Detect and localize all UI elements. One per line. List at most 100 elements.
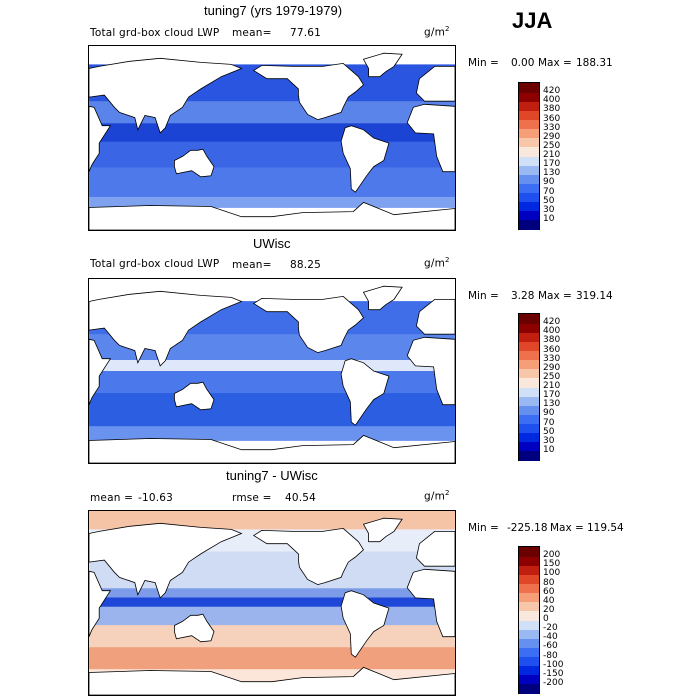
colorbar-tick-label: 400 <box>543 95 561 106</box>
landmass-europe-west <box>415 530 455 567</box>
colorbar-swatch <box>519 601 539 612</box>
colorbar-tick-label: -200 <box>543 677 564 688</box>
panel1-max-label: Max = <box>538 57 572 69</box>
panel1-mean-value: 77.61 <box>290 27 322 39</box>
panel3-units: g/m2 <box>424 489 450 503</box>
panel1-min-label: Min = <box>468 57 499 69</box>
colorbar-tick-label: 50 <box>543 195 555 206</box>
colorbar-tick-label: 30 <box>543 435 555 446</box>
ocean-field-band <box>89 141 455 168</box>
colorbar-tick-label: 10 <box>543 444 555 455</box>
colorbar-tick-label: 170 <box>543 390 561 401</box>
colorbar-tick-label: 380 <box>543 104 561 115</box>
colorbar-swatch <box>519 592 539 603</box>
colorbar-swatch <box>519 174 539 184</box>
colorbar-swatch <box>519 146 539 157</box>
colorbar-tick-label: 170 <box>543 159 561 170</box>
colorbar-tick-label: 50 <box>543 426 555 437</box>
colorbar-tick-label: 200 <box>543 550 561 561</box>
panel2-title: UWisc <box>253 236 291 251</box>
panel2-max-value: 319.14 <box>576 290 613 302</box>
ocean-field-band <box>89 588 455 598</box>
colorbar-swatch <box>519 341 539 351</box>
colorbar-tick-label: 330 <box>543 353 561 364</box>
colorbar-swatch <box>519 665 539 676</box>
landmass-europe-west <box>415 298 455 335</box>
colorbar-swatch <box>519 620 539 630</box>
landmass-south-america <box>340 358 390 426</box>
colorbar-swatch <box>519 210 539 221</box>
colorbar-swatch <box>519 405 539 415</box>
colorbar-swatch <box>519 128 539 139</box>
colorbar-swatch <box>519 656 539 667</box>
colorbar-swatch <box>519 638 539 648</box>
colorbar-swatch <box>519 137 539 148</box>
panel2-min-label: Min = <box>468 290 499 302</box>
landmass-africa-west <box>406 336 455 406</box>
landmass-north-america <box>252 295 365 354</box>
colorbar-swatch <box>519 101 539 111</box>
panel1-max-value: 188.31 <box>576 57 613 69</box>
colorbar-tick-label: 70 <box>543 417 555 428</box>
colorbar-swatch <box>519 156 539 166</box>
landmass-greenland <box>362 517 403 543</box>
colorbar-tick-label: 40 <box>543 595 555 606</box>
landmass-eurasia <box>89 290 243 367</box>
colorbar-tick-label: 380 <box>543 335 561 346</box>
colorbar-tick-label: 250 <box>543 371 561 382</box>
panel3-max-value: 119.54 <box>587 522 624 534</box>
colorbar-swatch <box>519 183 539 193</box>
ocean-field-band <box>89 606 455 626</box>
landmass-eurasia <box>89 522 243 599</box>
panel1-title: tuning7 (yrs 1979-1979) <box>204 3 343 18</box>
colorbar-tick-label: 420 <box>543 317 561 328</box>
colorbar-tick-label: 80 <box>543 577 555 588</box>
panel1-colorbar <box>518 82 540 230</box>
colorbar-tick-label: 10 <box>543 213 555 224</box>
colorbar-swatch <box>519 647 539 657</box>
landmass-australia <box>174 148 215 178</box>
colorbar-swatch <box>519 423 539 434</box>
panel3-min-label: Min = <box>468 522 499 534</box>
colorbar-swatch <box>519 119 539 130</box>
colorbar-tick-label: -20 <box>543 623 558 634</box>
colorbar-tick-label: 210 <box>543 381 561 391</box>
landmass-africa <box>89 105 112 172</box>
colorbar-swatch <box>519 450 539 461</box>
colorbar-tick-label: 420 <box>543 86 561 97</box>
landmass-greenland <box>362 285 403 311</box>
ocean-field-band <box>89 647 455 670</box>
panel2-map <box>88 278 456 464</box>
panel3-colorbar <box>518 546 540 694</box>
colorbar-tick-label: 290 <box>543 131 561 142</box>
panel2-mean-value: 88.25 <box>290 259 322 271</box>
colorbar-swatch <box>519 377 539 388</box>
colorbar-tick-label: 0 <box>543 614 549 624</box>
landmass-antarctica <box>89 434 455 463</box>
colorbar-swatch <box>519 556 539 566</box>
colorbar-tick-label: 130 <box>543 168 561 179</box>
panel2-variable-label: Total grd-box cloud LWP <box>90 258 220 270</box>
panel1-map <box>88 45 456 231</box>
colorbar-swatch <box>519 574 539 584</box>
colorbar-swatch <box>519 350 539 361</box>
panel3-max-label: Max = <box>550 522 584 534</box>
colorbar-tick-label: 250 <box>543 140 561 151</box>
ocean-field-band <box>89 167 455 198</box>
colorbar-swatch <box>519 565 539 575</box>
colorbar-swatch <box>519 110 539 120</box>
ocean-field-band <box>89 393 455 427</box>
ocean-field-band <box>89 597 455 608</box>
colorbar-swatch <box>519 165 539 175</box>
landmass-africa <box>89 338 112 405</box>
colorbar-swatch <box>519 201 539 212</box>
colorbar-swatch <box>519 414 539 424</box>
panel1-variable-label: Total grd-box cloud LWP <box>90 27 220 39</box>
colorbar-swatch <box>519 432 539 443</box>
colorbar-swatch <box>519 368 539 379</box>
colorbar-swatch <box>519 92 539 102</box>
colorbar-tick-label: 150 <box>543 559 561 570</box>
colorbar-tick-label: 60 <box>543 586 555 597</box>
colorbar-swatch <box>519 219 539 230</box>
colorbar-tick-label: 20 <box>543 604 555 615</box>
